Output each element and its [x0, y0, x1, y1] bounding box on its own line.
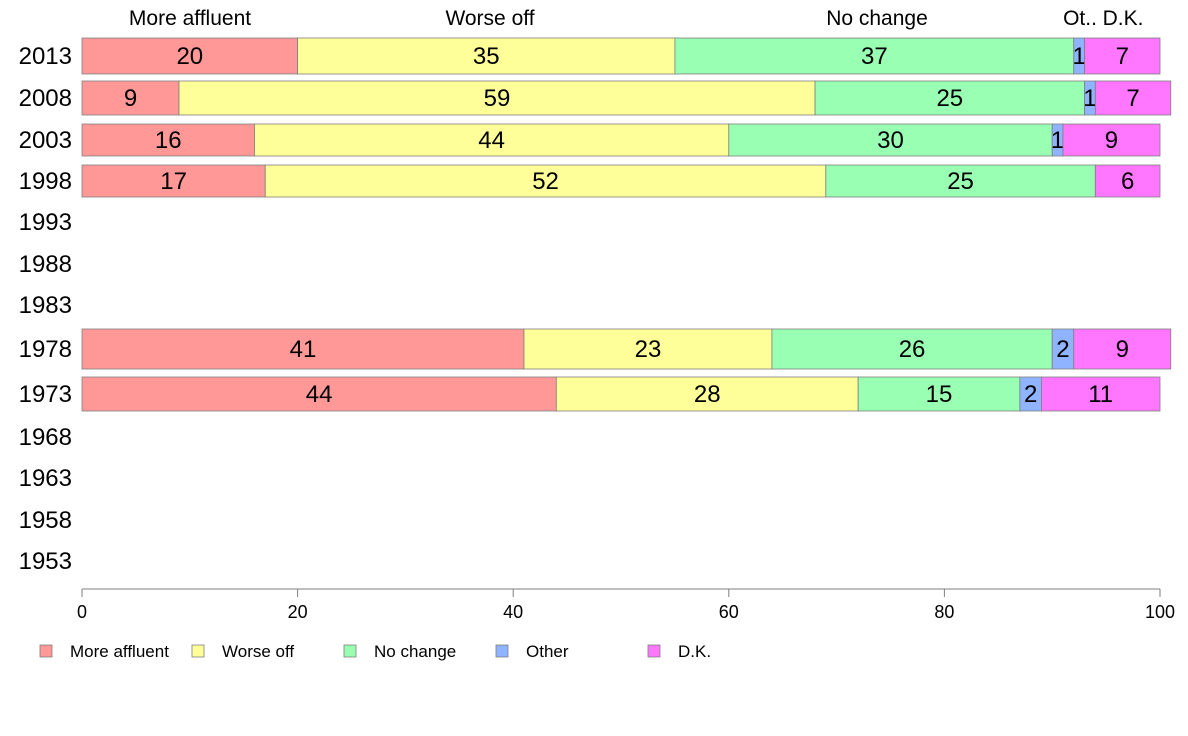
data-label: 23	[635, 336, 662, 363]
x-axis: 0 20 40 60 80 100	[77, 588, 1175, 622]
data-label: 15	[926, 381, 953, 408]
data-label: 1	[1083, 85, 1096, 112]
data-label: 6	[1121, 168, 1134, 195]
legend-swatch	[647, 644, 661, 658]
bar-segment	[523, 328, 773, 370]
legend-swatch	[343, 644, 357, 658]
top-label: Ot..	[1063, 7, 1097, 30]
legend-swatch	[191, 644, 205, 658]
bar-segment	[814, 80, 1085, 116]
legend-label: Worse off	[222, 642, 294, 661]
year-label: 1978	[19, 336, 72, 363]
data-label: 17	[160, 168, 187, 195]
year-label: 2003	[19, 127, 72, 154]
data-label: 44	[306, 381, 333, 408]
bar-segment	[1073, 328, 1172, 370]
top-label: No change	[826, 7, 928, 30]
bar-segment	[1094, 80, 1172, 116]
data-label: 9	[1105, 127, 1118, 154]
legend-swatch	[495, 644, 509, 658]
legend-label: D.K.	[678, 642, 711, 661]
bar-segment	[857, 376, 1021, 412]
legend-swatch	[39, 644, 53, 658]
data-label: 2	[1024, 381, 1037, 408]
data-label: 41	[290, 336, 317, 363]
data-label: 30	[877, 127, 904, 154]
bar-segment	[81, 37, 299, 75]
year-label: 1953	[19, 548, 72, 575]
data-label: 9	[124, 85, 137, 112]
bar-segment	[728, 123, 1053, 157]
year-label: 1958	[19, 507, 72, 534]
data-label: 28	[694, 381, 721, 408]
x-tick-label: 80	[934, 602, 954, 622]
data-label: 37	[861, 43, 888, 70]
year-label: 1968	[19, 424, 72, 451]
top-label: D.K.	[1103, 7, 1144, 30]
data-label: 2	[1056, 336, 1069, 363]
data-label: 7	[1116, 43, 1129, 70]
legend-label: No change	[374, 642, 456, 661]
data-label: 1	[1051, 127, 1064, 154]
data-label: 20	[176, 43, 203, 70]
year-labels: 2013 2008 2003 1998 1993 1988 1983 1978 1973 1968…	[19, 43, 72, 575]
bar-segment	[178, 80, 816, 116]
bar-segment	[1084, 37, 1161, 75]
bar-segment	[81, 123, 255, 157]
data-label: 25	[947, 168, 974, 195]
year-label: 2008	[19, 85, 72, 112]
year-label: 1988	[19, 251, 72, 278]
bar-segment	[555, 376, 859, 412]
data-label: 9	[1116, 336, 1129, 363]
year-label: 1983	[19, 292, 72, 319]
data-label: 11	[1088, 381, 1113, 408]
bar-segment	[81, 164, 266, 198]
year-label: 1973	[19, 381, 72, 408]
year-label: 1998	[19, 168, 72, 195]
top-label: Worse off	[445, 7, 534, 30]
data-label: 16	[155, 127, 182, 154]
bar-segment	[81, 80, 180, 116]
x-tick-label: 0	[77, 602, 87, 622]
data-label: 59	[484, 85, 511, 112]
legend: More affluent Worse off No change Other D.K.	[39, 642, 711, 661]
bar-segment	[674, 37, 1075, 75]
bar-segment	[1041, 376, 1161, 412]
data-label: 7	[1126, 85, 1139, 112]
data-label: 44	[478, 127, 505, 154]
bar-segment	[81, 328, 525, 370]
legend-label: Other	[526, 642, 569, 661]
data-label: 26	[899, 336, 926, 363]
x-tick-label: 40	[503, 602, 523, 622]
bar-segment	[771, 328, 1053, 370]
data-label: 1	[1072, 43, 1085, 70]
x-tick-label: 100	[1145, 602, 1175, 622]
bar-segment	[825, 164, 1096, 198]
top-label: More affluent	[129, 7, 251, 30]
year-label: 2013	[19, 43, 72, 70]
bar-segment	[297, 37, 676, 75]
x-tick-label: 20	[288, 602, 308, 622]
data-label: 52	[532, 168, 559, 195]
bar-segment	[1094, 164, 1161, 198]
top-labels: More affluent Worse off No change Ot.. D.K.	[129, 7, 1144, 30]
year-label: 1963	[19, 465, 72, 492]
bars: 20 35 37 1 79 59 25 1 716 44 30 1 917 52 25 641 23 26 2 944…	[81, 37, 1172, 412]
data-label: 35	[473, 43, 500, 70]
data-label: 25	[936, 85, 963, 112]
bar-segment	[81, 376, 557, 412]
legend-label: More affluent	[70, 642, 169, 661]
bar-segment	[1062, 123, 1161, 157]
x-tick-label: 60	[719, 602, 739, 622]
year-label: 1993	[19, 209, 72, 236]
